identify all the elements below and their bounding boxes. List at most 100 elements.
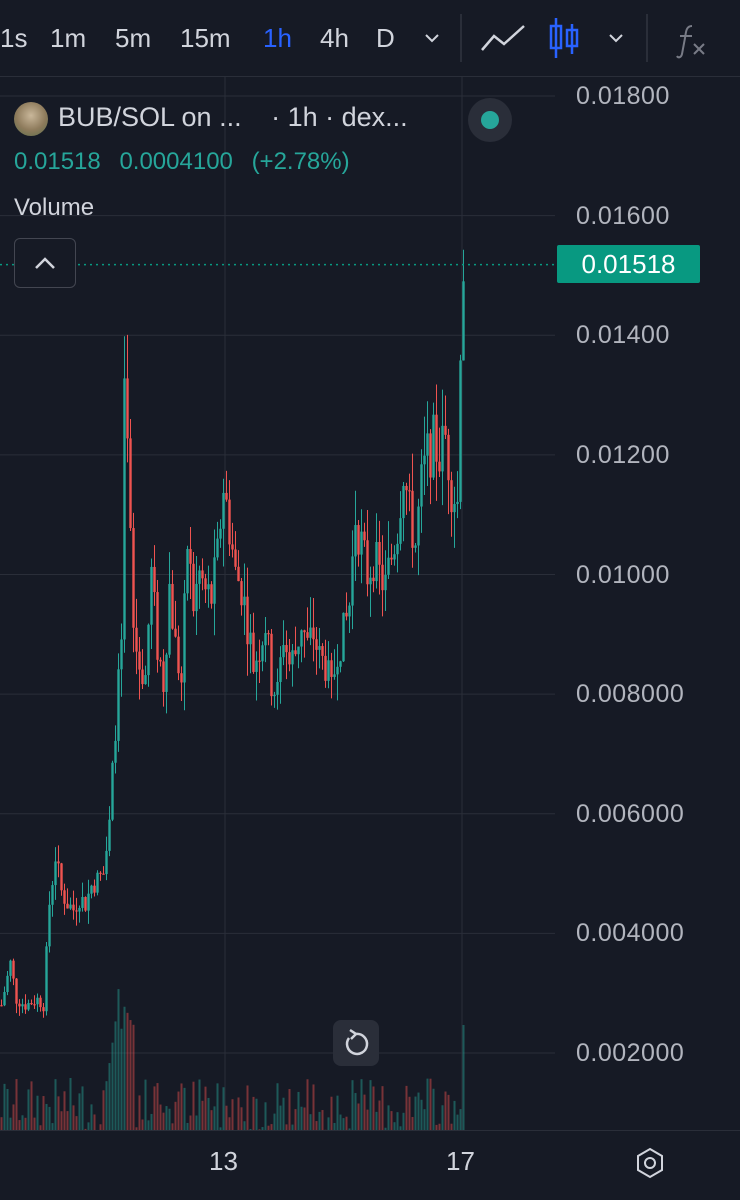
volume-bar bbox=[102, 1090, 105, 1130]
candle-body bbox=[312, 627, 315, 640]
candle-body bbox=[345, 612, 348, 617]
volume-bar bbox=[363, 1094, 366, 1130]
volume-bar bbox=[84, 1128, 87, 1130]
candle-body bbox=[357, 525, 360, 555]
chevron-down-icon[interactable] bbox=[420, 26, 444, 50]
candle-body bbox=[417, 506, 420, 546]
volume-bar bbox=[456, 1114, 459, 1130]
candle-body bbox=[18, 1003, 21, 1007]
candle-body bbox=[237, 566, 240, 582]
price-axis-label: 0.01400 bbox=[576, 321, 670, 350]
candle-body bbox=[39, 997, 42, 1008]
candles-icon[interactable] bbox=[548, 16, 580, 60]
candle-body bbox=[30, 1003, 33, 1005]
candle-body bbox=[63, 890, 66, 904]
volume-bar bbox=[303, 1107, 306, 1130]
volume-bar bbox=[6, 1088, 9, 1130]
candle-body bbox=[201, 570, 204, 579]
candle-body bbox=[252, 632, 255, 672]
symbol-title[interactable]: BUB/SOL on ... · 1h · dex... bbox=[58, 102, 408, 133]
price-axis-label: 0.01200 bbox=[576, 440, 670, 469]
candle-body bbox=[45, 946, 48, 1012]
volume-bar bbox=[216, 1083, 219, 1130]
candle-body bbox=[165, 654, 168, 692]
candle-body bbox=[384, 574, 387, 591]
volume-bar bbox=[126, 1012, 129, 1130]
timeframe-15m[interactable]: 15m bbox=[180, 23, 231, 53]
toolbar-divider bbox=[646, 14, 648, 62]
volume-bar bbox=[201, 1100, 204, 1130]
volume-bar bbox=[186, 1122, 189, 1130]
price-axis-label: 0.01600 bbox=[576, 201, 670, 230]
candle-body bbox=[315, 639, 318, 650]
candle-body bbox=[318, 646, 321, 650]
candle-body bbox=[375, 541, 378, 582]
volume-bar bbox=[219, 1127, 222, 1130]
volume-bar bbox=[60, 1111, 63, 1130]
candle-body bbox=[450, 480, 453, 513]
candle-body bbox=[144, 675, 147, 685]
candle-body bbox=[231, 544, 234, 550]
volume-bar bbox=[147, 1120, 150, 1130]
volume-bar bbox=[450, 1123, 453, 1130]
volume-bar bbox=[300, 1106, 303, 1130]
candle-body bbox=[156, 592, 159, 660]
candle-body bbox=[183, 593, 186, 683]
volume-bar bbox=[33, 1117, 36, 1130]
candle-body bbox=[225, 492, 228, 500]
candle-body bbox=[69, 904, 72, 909]
candle-body bbox=[222, 492, 225, 529]
volume-bar bbox=[348, 1128, 351, 1130]
volume-bar bbox=[243, 1121, 246, 1130]
chevron-down-icon[interactable] bbox=[604, 26, 628, 50]
candle-body bbox=[279, 657, 282, 682]
candle-body bbox=[108, 819, 111, 851]
candle-body bbox=[366, 540, 369, 585]
candle-body bbox=[210, 584, 213, 604]
line-chart-icon[interactable] bbox=[480, 22, 526, 54]
volume-bar bbox=[441, 1105, 444, 1130]
volume-bar bbox=[144, 1079, 147, 1130]
volume-bar bbox=[39, 1125, 42, 1130]
price-chart[interactable] bbox=[0, 77, 555, 1130]
timeframe-d[interactable]: D bbox=[376, 23, 395, 53]
candle-body bbox=[261, 645, 264, 662]
candle-body bbox=[429, 433, 432, 478]
price-axis[interactable] bbox=[555, 77, 740, 1130]
last-price-label: 0.01518 bbox=[557, 245, 700, 283]
volume-bar bbox=[108, 1063, 111, 1130]
timeframe-1m[interactable]: 1m bbox=[50, 23, 87, 53]
candle-body bbox=[0, 1005, 3, 1007]
timeframe-1h[interactable]: 1h bbox=[263, 23, 292, 53]
candlesticks bbox=[0, 249, 465, 1018]
volume-bar bbox=[87, 1122, 90, 1130]
volume-bar bbox=[222, 1087, 225, 1130]
candle-body bbox=[180, 673, 183, 683]
candle-body bbox=[153, 566, 156, 593]
settings-icon[interactable] bbox=[633, 1146, 667, 1180]
volume-bar bbox=[459, 1109, 462, 1130]
timeframe-1s[interactable]: 1s bbox=[0, 23, 28, 53]
reset-chart-button[interactable] bbox=[333, 1020, 379, 1066]
volume-bar bbox=[225, 1105, 228, 1130]
volume-bar bbox=[423, 1109, 426, 1130]
market-status-icon[interactable] bbox=[468, 98, 512, 142]
toolbar-divider bbox=[460, 14, 462, 62]
indicators-fx-icon[interactable] bbox=[674, 20, 714, 60]
volume-bar bbox=[195, 1115, 198, 1130]
volume-bar bbox=[426, 1078, 429, 1130]
candle-body bbox=[129, 438, 132, 529]
candle-body bbox=[213, 557, 216, 604]
volume-bar bbox=[429, 1078, 432, 1130]
candle-body bbox=[177, 636, 180, 674]
volume-label[interactable]: Volume bbox=[14, 194, 95, 221]
timeframe-5m[interactable]: 5m bbox=[115, 23, 152, 53]
candle-body bbox=[459, 360, 462, 502]
candle-body bbox=[303, 630, 306, 633]
candle-body bbox=[396, 543, 399, 555]
collapse-legend-button[interactable] bbox=[14, 238, 76, 288]
timeframe-4h[interactable]: 4h bbox=[320, 23, 349, 53]
candle-body bbox=[9, 960, 12, 976]
candle-body bbox=[24, 1004, 27, 1010]
candle-body bbox=[432, 414, 435, 478]
